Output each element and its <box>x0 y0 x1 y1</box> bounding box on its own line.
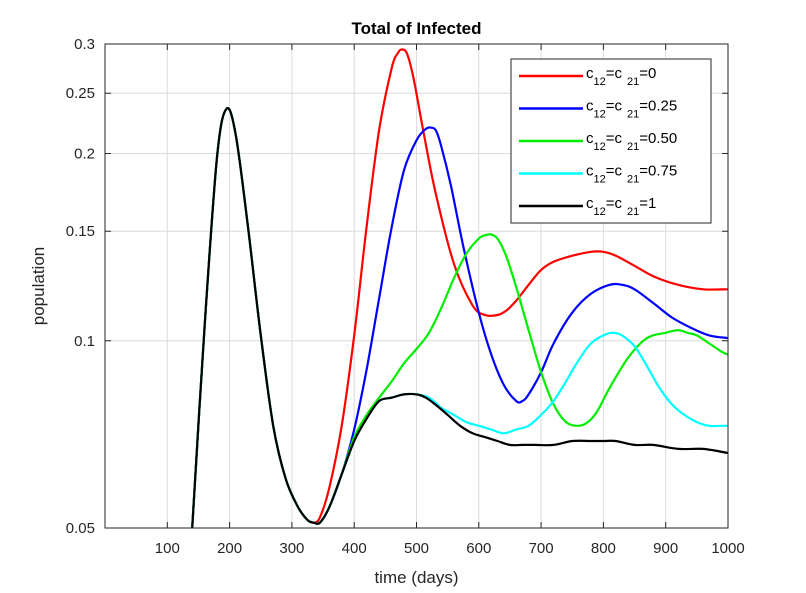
legend-text-part: 12 <box>594 174 606 186</box>
legend-text-part: =0.75 <box>639 163 677 180</box>
tick-marks <box>105 43 729 529</box>
y-tick-label: 0.3 <box>74 36 95 53</box>
legend-text-part: c <box>586 98 594 115</box>
x-tick-label: 700 <box>529 540 554 557</box>
y-tick-label: 0.05 <box>66 520 95 537</box>
legend-text-part: 12 <box>594 141 606 153</box>
x-tick-label: 200 <box>217 540 242 557</box>
legend-text-part: c <box>586 65 594 82</box>
x-tick-label: 800 <box>591 540 616 557</box>
legend-entry: c12=c 21=0.50 <box>586 130 677 153</box>
x-tick-label: 600 <box>466 540 491 557</box>
x-tick-label: 400 <box>342 540 367 557</box>
legend-text-part: =c <box>606 195 623 212</box>
legend-entry: c12=c 21=0.75 <box>586 163 677 186</box>
y-tick-label: 0.2 <box>74 146 95 163</box>
y-axis-label: population <box>29 247 48 325</box>
legend-text-part: 21 <box>627 76 639 88</box>
x-tick-label: 300 <box>279 540 304 557</box>
legend-text-part: =0.25 <box>639 98 677 115</box>
legend-text-part: =c <box>606 130 623 147</box>
legend-text-part: =c <box>606 65 623 82</box>
x-tick-label: 1000 <box>711 540 744 557</box>
series-layer <box>191 48 728 528</box>
x-tick-label: 500 <box>404 540 429 557</box>
legend-text-part: =1 <box>639 195 656 212</box>
legend-text-part: c <box>586 195 594 212</box>
chart-title: Total of Infected <box>351 19 481 38</box>
legend-text-part: c <box>586 130 594 147</box>
y-tick-labels: 0.05 0.1 0.15 0.2 0.25 0.3 <box>66 36 95 537</box>
legend-entry: c12=c 21=1 <box>586 195 656 218</box>
x-tick-label: 900 <box>653 540 678 557</box>
y-tick-label: 0.15 <box>66 223 95 240</box>
x-axis-label: time (days) <box>374 568 458 587</box>
legend-text-part: 21 <box>627 174 639 186</box>
legend-text-part: 12 <box>594 109 606 121</box>
y-tick-label: 0.1 <box>74 333 95 350</box>
legend-text-part: 21 <box>627 109 639 121</box>
legend-text-part: 21 <box>627 141 639 153</box>
legend-text-part: =0.50 <box>639 130 677 147</box>
legend-entry: c12=c 21=0.25 <box>586 98 677 121</box>
legend-text-part: =c <box>606 163 623 180</box>
legend-text-part: 12 <box>594 206 606 218</box>
legend-text-part: 21 <box>627 206 639 218</box>
series-line-4 <box>191 107 728 528</box>
x-tick-label: 100 <box>155 540 180 557</box>
y-tick-label: 0.25 <box>66 85 95 102</box>
legend-text-part: =c <box>606 98 623 115</box>
legend-text-part: c <box>586 163 594 180</box>
x-tick-labels: 100 200 300 400 500 600 700 800 900 1000 <box>155 540 745 557</box>
legend-text-part: 12 <box>594 76 606 88</box>
legend-text-part: =0 <box>639 65 656 82</box>
legend-entry: c12=c 21=0 <box>586 65 656 88</box>
